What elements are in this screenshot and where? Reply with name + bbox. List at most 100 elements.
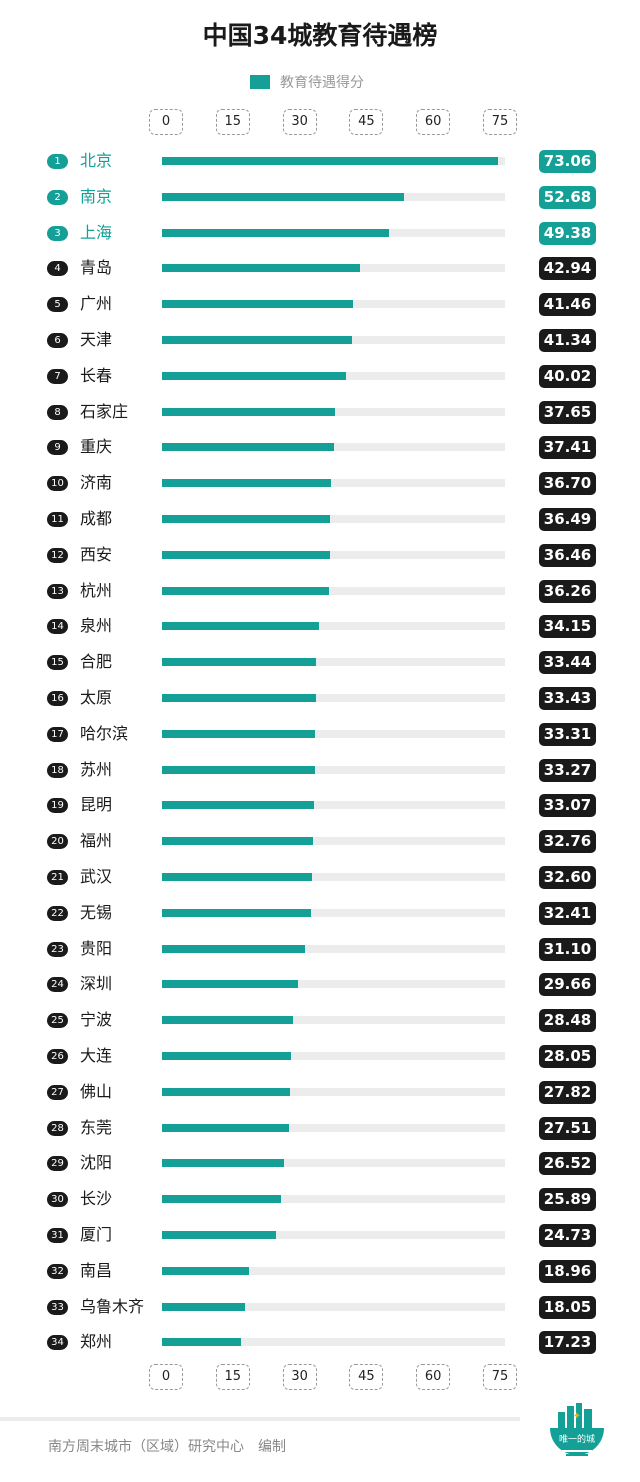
value-label: 32.41 xyxy=(539,901,596,925)
category-label: 长沙 xyxy=(80,1189,113,1209)
bar-track xyxy=(162,658,505,667)
category-label: 太原 xyxy=(80,688,113,707)
bar xyxy=(162,873,312,881)
category-label: 南昌 xyxy=(80,1260,113,1280)
x-tick-label: 15 xyxy=(215,1364,250,1390)
x-axis-top: 0 15 30 45 60 75 xyxy=(0,109,640,137)
bar-track xyxy=(162,300,505,309)
bar-track xyxy=(162,908,505,917)
x-tick-label: 45 xyxy=(349,1364,384,1390)
bar xyxy=(162,1087,290,1096)
x-tick-label: 30 xyxy=(282,1364,317,1390)
category-label: 昆明 xyxy=(80,795,113,815)
value-label: 36.46 xyxy=(539,543,596,567)
bar-row: 18 苏州 33.27 xyxy=(0,758,640,783)
bar-row: 1 北京 73.06 xyxy=(0,150,640,174)
category-label: 青岛 xyxy=(80,258,113,278)
bar xyxy=(162,1195,282,1204)
rank-badge: 3 xyxy=(47,225,68,241)
category-label: 东莞 xyxy=(80,1117,113,1137)
bar-track xyxy=(162,729,505,738)
value-label: 34.15 xyxy=(539,615,596,639)
logo-icon: ✦ 唯一的城 xyxy=(550,1403,604,1456)
bar-row: 13 杭州 36.26 xyxy=(0,579,640,604)
bar xyxy=(162,336,353,344)
bar-row: 29 沈阳 26.52 xyxy=(0,1152,640,1176)
value-label: 31.10 xyxy=(539,937,596,961)
value-label: 24.73 xyxy=(539,1224,596,1247)
category-label: 贵阳 xyxy=(80,938,113,958)
bar-row: 12 西安 36.46 xyxy=(0,543,640,568)
divider xyxy=(0,1417,520,1421)
value-label: 33.43 xyxy=(539,687,596,710)
rank-badge: 30 xyxy=(47,1192,68,1208)
value-label: 28.48 xyxy=(539,1009,596,1033)
bar-row: 21 武汉 32.60 xyxy=(0,866,640,890)
x-tick-label: 45 xyxy=(349,109,384,135)
rank-badge: 29 xyxy=(47,1156,68,1172)
bar-track xyxy=(162,443,505,452)
bar xyxy=(162,1266,250,1275)
value-label: 18.96 xyxy=(539,1259,596,1283)
bar-track xyxy=(162,371,505,380)
footer-credit: 南方周末城市（区域）研究中心 编制 xyxy=(48,1439,286,1455)
bar-track xyxy=(162,1159,505,1168)
category-label: 深圳 xyxy=(80,974,113,994)
bar-row: 31 厦门 24.73 xyxy=(0,1224,640,1248)
bar-row: 19 昆明 33.07 xyxy=(0,794,640,818)
category-label: 重庆 xyxy=(80,437,113,457)
bar-track xyxy=(162,1302,505,1311)
bar-row: 3 上海 49.38 xyxy=(0,221,640,246)
bar-row: 20 福州 32.76 xyxy=(0,830,640,854)
x-tick-label: 15 xyxy=(215,109,250,135)
svg-text:✦: ✦ xyxy=(573,1411,581,1422)
bar-row: 27 佛山 27.82 xyxy=(0,1080,640,1105)
bar xyxy=(162,765,316,774)
x-axis-bottom: 0 15 30 45 60 75 xyxy=(0,1364,640,1392)
bar-track xyxy=(162,873,505,881)
bar-row: 25 宁波 28.48 xyxy=(0,1009,640,1033)
value-label: 29.66 xyxy=(539,973,596,997)
rank-badge: 25 xyxy=(47,1013,68,1029)
bar xyxy=(162,1123,289,1132)
bar xyxy=(162,1231,276,1239)
bar xyxy=(162,729,316,738)
bar xyxy=(162,944,306,953)
category-label: 石家庄 xyxy=(80,401,129,421)
value-label: 25.89 xyxy=(539,1188,596,1212)
bar xyxy=(162,479,331,488)
category-label: 佛山 xyxy=(80,1081,113,1101)
rank-badge: 15 xyxy=(47,655,68,671)
category-label: 福州 xyxy=(80,831,113,851)
bar-track xyxy=(162,228,505,237)
rank-badge: 24 xyxy=(47,977,68,993)
value-label: 36.49 xyxy=(539,508,596,531)
value-label: 32.60 xyxy=(539,866,596,889)
x-tick-label: 0 xyxy=(149,109,183,135)
rank-badge: 13 xyxy=(47,583,68,599)
category-label: 无锡 xyxy=(80,902,113,922)
bar-track xyxy=(162,550,505,559)
bar xyxy=(162,658,316,667)
category-label: 厦门 xyxy=(80,1225,113,1244)
category-label: 西安 xyxy=(80,544,113,564)
rank-badge: 19 xyxy=(47,798,68,814)
bar-track xyxy=(162,944,505,953)
value-label: 33.31 xyxy=(539,722,596,746)
bar-track xyxy=(162,1016,505,1025)
rank-badge: 8 xyxy=(47,404,68,420)
bar-track xyxy=(162,1087,505,1096)
bar-track xyxy=(162,407,505,416)
rank-badge: 20 xyxy=(47,834,68,850)
value-label: 32.76 xyxy=(539,830,596,854)
value-label: 41.34 xyxy=(539,329,596,352)
bar-track xyxy=(162,980,505,989)
bar xyxy=(162,837,313,846)
rank-badge: 22 xyxy=(47,905,68,921)
bar xyxy=(162,801,315,810)
bar-row: 26 大连 28.05 xyxy=(0,1045,640,1069)
chart-title: 中国34城教育待遇榜 xyxy=(202,21,438,50)
value-label: 17.23 xyxy=(539,1331,596,1355)
x-tick-label: 75 xyxy=(483,109,517,135)
bar xyxy=(162,1159,284,1168)
